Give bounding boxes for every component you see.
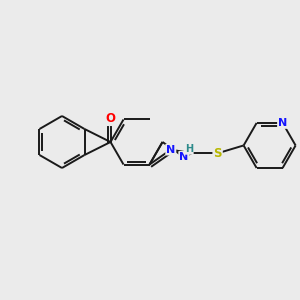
Text: O: O <box>106 112 116 125</box>
Text: N: N <box>179 152 188 162</box>
Text: N: N <box>278 118 287 128</box>
Text: H: H <box>185 144 193 154</box>
Text: N: N <box>166 145 176 154</box>
Text: S: S <box>213 147 222 160</box>
